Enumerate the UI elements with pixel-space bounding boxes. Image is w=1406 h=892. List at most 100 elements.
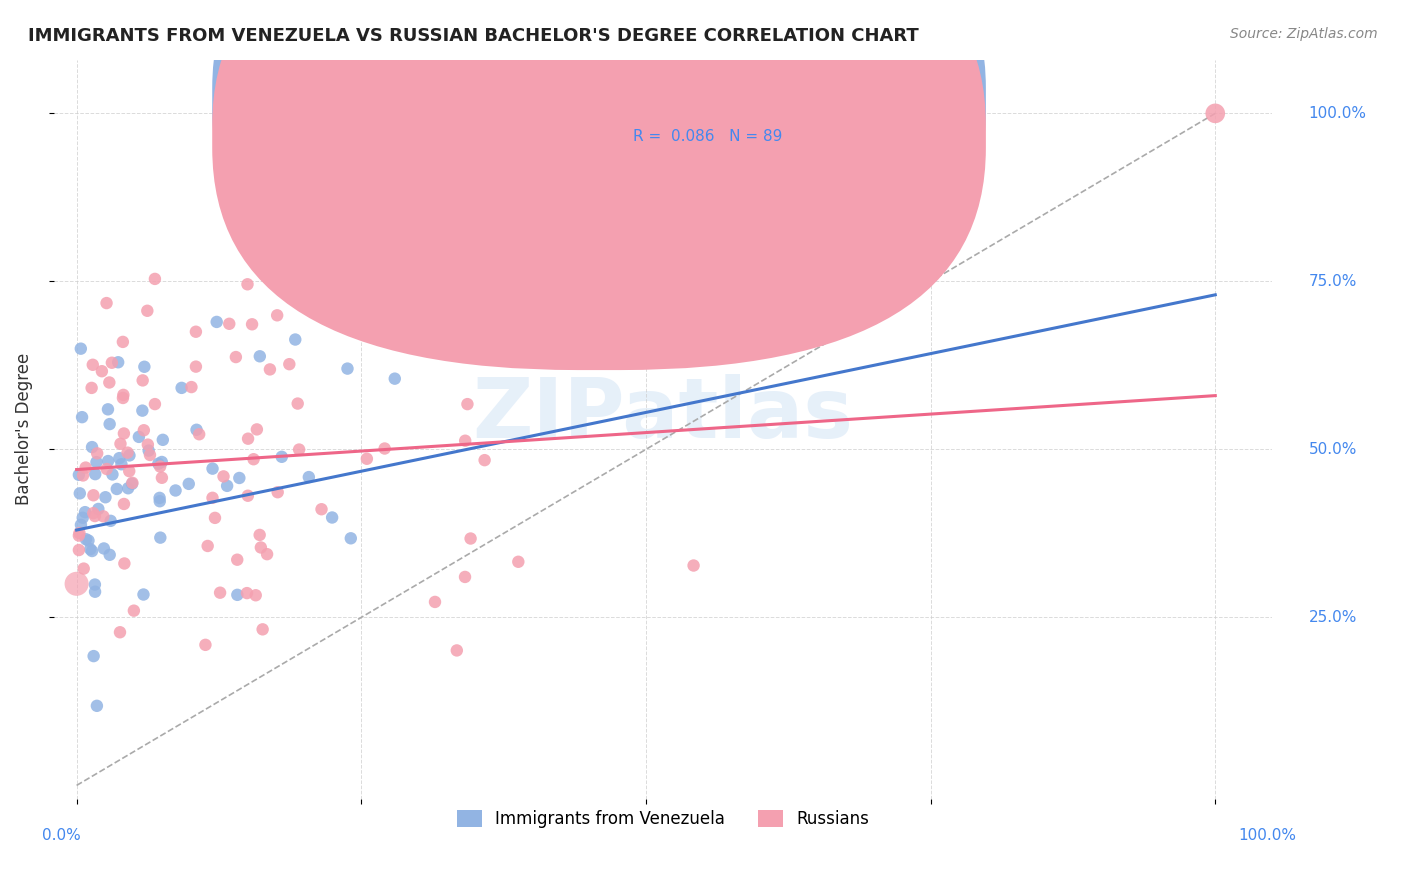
Russians: [236, 586, 259, 600]
Immigrants from Venezuela: [105, 482, 128, 496]
Russians: [72, 468, 94, 483]
Immigrants from Venezuela: [67, 467, 90, 482]
Russians: [474, 453, 496, 467]
Russians: [250, 541, 273, 555]
Immigrants from Venezuela: [117, 481, 139, 495]
Russians: [143, 272, 166, 286]
Immigrants from Venezuela: [70, 517, 93, 532]
FancyBboxPatch shape: [212, 0, 986, 333]
Russians: [454, 434, 477, 448]
Immigrants from Venezuela: [70, 410, 93, 425]
Russians: [194, 638, 217, 652]
Immigrants from Venezuela: [98, 548, 121, 562]
Immigrants from Venezuela: [83, 577, 105, 591]
Russians: [111, 334, 134, 349]
Russians: [267, 485, 290, 500]
Russians: [240, 318, 263, 332]
Legend: Immigrants from Venezuela, Russians: Immigrants from Venezuela, Russians: [450, 804, 876, 835]
Immigrants from Venezuela: [110, 457, 132, 471]
Russians: [82, 488, 104, 502]
Immigrants from Venezuela: [84, 584, 107, 599]
Russians: [423, 595, 446, 609]
Text: 0.0%: 0.0%: [42, 829, 80, 844]
FancyBboxPatch shape: [212, 0, 986, 370]
Russians: [249, 528, 271, 542]
Immigrants from Venezuela: [321, 510, 343, 524]
Y-axis label: Bachelor's Degree: Bachelor's Degree: [15, 353, 32, 506]
Russians: [111, 391, 134, 405]
Immigrants from Venezuela: [83, 649, 105, 664]
Immigrants from Venezuela: [121, 476, 143, 491]
Text: R =  0.417   N = 64: R = 0.417 N = 64: [633, 92, 782, 107]
Russians: [204, 511, 226, 525]
Russians: [67, 543, 90, 558]
Russians: [139, 448, 162, 462]
Immigrants from Venezuela: [93, 541, 115, 556]
Text: 25.0%: 25.0%: [1309, 610, 1357, 625]
Immigrants from Venezuela: [149, 531, 172, 545]
Russians: [101, 356, 124, 370]
Russians: [73, 561, 96, 575]
Immigrants from Venezuela: [201, 461, 224, 475]
Immigrants from Venezuela: [87, 502, 110, 516]
Immigrants from Venezuela: [108, 451, 131, 466]
Text: 75.0%: 75.0%: [1309, 274, 1357, 289]
Immigrants from Venezuela: [373, 257, 395, 271]
Russians: [150, 471, 173, 485]
Russians: [454, 570, 477, 584]
Russians: [790, 316, 813, 330]
Russians: [98, 376, 121, 390]
Russians: [86, 446, 108, 460]
Russians: [323, 264, 346, 278]
Immigrants from Venezuela: [148, 457, 170, 471]
Immigrants from Venezuela: [86, 698, 108, 713]
Russians: [236, 277, 259, 292]
Immigrants from Venezuela: [384, 293, 406, 307]
Text: 100.0%: 100.0%: [1239, 829, 1296, 844]
Immigrants from Venezuela: [77, 533, 100, 548]
Immigrants from Venezuela: [72, 510, 94, 524]
FancyBboxPatch shape: [554, 74, 967, 178]
Russians: [266, 308, 288, 322]
Russians: [110, 437, 132, 451]
Immigrants from Venezuela: [186, 423, 208, 437]
Russians: [197, 539, 219, 553]
Russians: [388, 260, 411, 274]
Russians: [90, 364, 112, 378]
Immigrants from Venezuela: [98, 417, 121, 431]
Immigrants from Venezuela: [270, 450, 292, 464]
Russians: [226, 552, 249, 566]
Immigrants from Venezuela: [152, 433, 174, 447]
Russians: [236, 432, 259, 446]
Russians: [121, 475, 143, 490]
Point: [1204, 106, 1226, 120]
Russians: [131, 373, 153, 387]
Immigrants from Venezuela: [69, 342, 91, 356]
Immigrants from Venezuela: [100, 514, 122, 528]
Russians: [311, 502, 333, 516]
Immigrants from Venezuela: [336, 361, 359, 376]
Immigrants from Venezuela: [128, 430, 150, 444]
Immigrants from Venezuela: [298, 470, 321, 484]
Russians: [437, 202, 460, 216]
Russians: [537, 302, 560, 317]
Russians: [218, 317, 240, 331]
Immigrants from Venezuela: [97, 402, 120, 417]
Immigrants from Venezuela: [134, 359, 156, 374]
Russians: [112, 388, 135, 402]
Immigrants from Venezuela: [205, 315, 228, 329]
Immigrants from Venezuela: [284, 333, 307, 347]
Russians: [122, 604, 145, 618]
Immigrants from Venezuela: [340, 531, 363, 545]
Immigrants from Venezuela: [177, 476, 200, 491]
Russians: [82, 358, 104, 372]
Russians: [201, 491, 224, 505]
Immigrants from Venezuela: [149, 491, 172, 505]
Russians: [278, 357, 301, 371]
Immigrants from Venezuela: [228, 471, 250, 485]
Immigrants from Venezuela: [73, 505, 96, 519]
Russians: [96, 296, 118, 310]
Russians: [93, 509, 115, 524]
Russians: [245, 588, 267, 602]
Russians: [143, 397, 166, 411]
